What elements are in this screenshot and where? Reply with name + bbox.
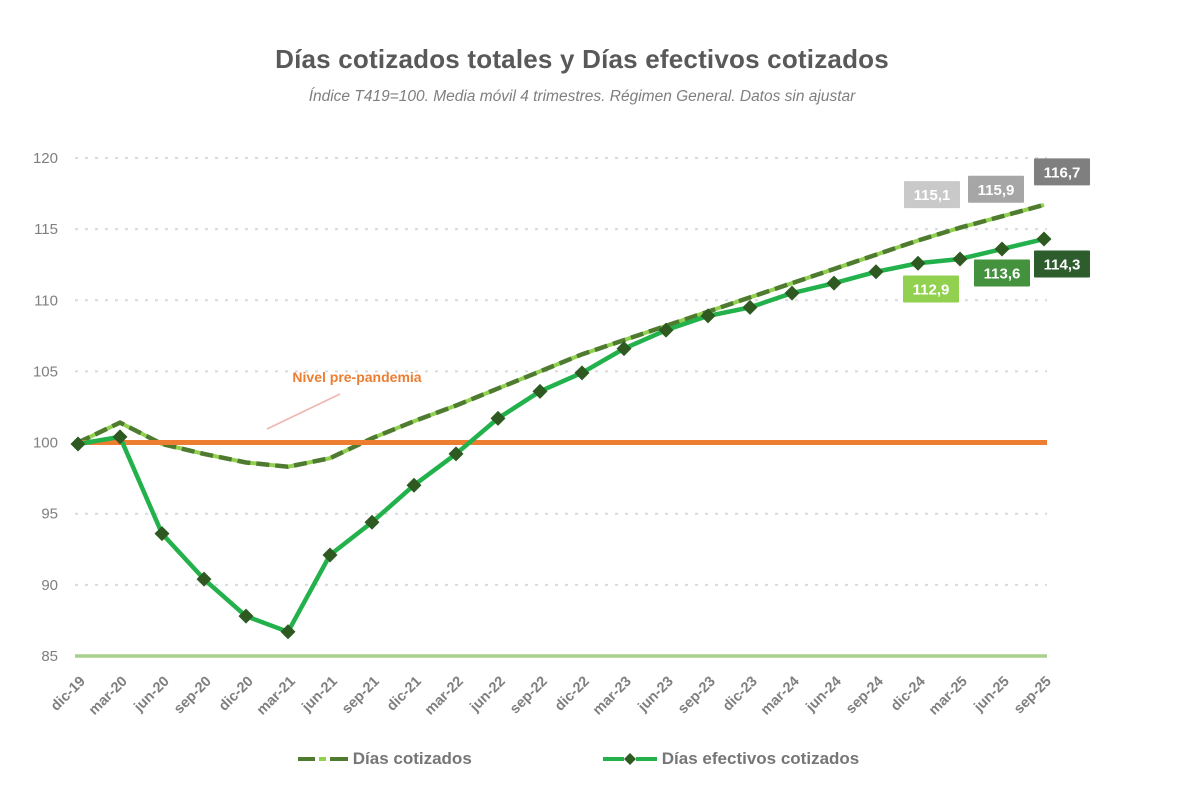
data-point-marker (826, 275, 842, 291)
data-point-marker (868, 264, 884, 280)
y-axis-tick-label: 90 (41, 577, 58, 594)
x-axis-tick-label: jun-25 (971, 674, 1013, 716)
x-axis-tick-label: dic-21 (384, 674, 425, 715)
x-axis-tick-label: sep-24 (843, 674, 887, 718)
x-axis-tick-label: mar-24 (758, 674, 803, 719)
x-axis-tick-label: dic-24 (888, 674, 929, 715)
data-point-marker (910, 255, 926, 271)
x-axis-tick-label: sep-21 (339, 674, 383, 718)
data-point-marker (658, 322, 674, 338)
x-axis-tick-label: sep-25 (1011, 674, 1055, 718)
x-axis-tick-label: dic-22 (552, 674, 593, 715)
x-axis-tick-label: sep-20 (171, 674, 215, 718)
y-axis-tick-label: 120 (33, 150, 58, 167)
chart-legend: Días cotizados Días efectivos cotizados (0, 749, 1156, 769)
x-axis-tick-label: dic-19 (48, 674, 89, 715)
series-line-dias-cotizados (77, 202, 1045, 470)
data-point-marker (742, 299, 758, 315)
data-label: 115,1 (914, 187, 951, 204)
data-point-marker (532, 383, 548, 399)
legend-label: Días efectivos cotizados (661, 749, 860, 768)
data-point-marker (406, 477, 422, 493)
data-point-marker (448, 446, 464, 462)
data-point-marker (154, 526, 170, 542)
y-axis-tick-label: 100 (33, 435, 58, 452)
data-point-marker (364, 514, 380, 530)
data-point-marker (574, 365, 590, 381)
data-label-box (1034, 250, 1090, 278)
legend-item-dias-efectivos-cotizados: Días efectivos cotizados (602, 749, 859, 769)
x-axis-tick-label: jun-21 (299, 674, 341, 716)
data-point-marker (322, 547, 338, 563)
annotation-leader-line (266, 393, 341, 430)
chart-title: Días cotizados totales y Días efectivos … (275, 44, 889, 74)
legend-label: Días cotizados (352, 749, 472, 768)
data-point-marker (280, 624, 296, 640)
data-label: 115,9 (978, 182, 1015, 199)
data-point-marker (196, 571, 212, 587)
y-axis-tick-label: 95 (41, 506, 58, 523)
x-axis-tick-label: mar-25 (926, 674, 971, 719)
y-axis-tick-label: 85 (41, 648, 58, 665)
dash-dot-line-icon (297, 757, 348, 761)
x-axis-tick-label: sep-22 (507, 674, 551, 718)
diamond-line-icon (602, 753, 657, 765)
data-point-marker (112, 429, 128, 445)
data-label-box (1034, 158, 1090, 186)
data-point-marker (238, 608, 254, 624)
data-point-marker (700, 308, 716, 324)
x-axis-tick-label: mar-23 (590, 674, 635, 719)
x-axis-tick-label: dic-23 (720, 674, 761, 715)
data-label-box (968, 175, 1024, 203)
y-axis-tick-label: 115 (34, 221, 58, 238)
x-axis-tick-label: mar-22 (422, 674, 467, 719)
data-point-marker (1036, 231, 1052, 247)
chart-subtitle: Índice T419=100. Media móvil 4 trimestre… (308, 88, 856, 105)
data-label-box (974, 259, 1030, 287)
y-axis-tick-label: 105 (33, 363, 58, 380)
x-axis-tick-label: dic-20 (216, 674, 257, 715)
annotation-pre-pandemia: Nivel pre-pandemia (292, 369, 421, 385)
data-point-marker (490, 410, 506, 426)
series-line-dias-cotizados-accent (77, 202, 1045, 469)
data-point-marker (616, 341, 632, 357)
y-axis-tick-label: 110 (34, 292, 58, 309)
x-axis-tick-label: jun-20 (131, 674, 173, 716)
data-label-box (903, 275, 959, 303)
data-label-box (904, 181, 960, 209)
data-label: 113,6 (984, 266, 1021, 283)
data-label: 112,9 (913, 281, 950, 298)
data-label: 114,3 (1044, 257, 1081, 274)
x-axis-tick-label: sep-23 (675, 674, 719, 718)
x-axis-tick-label: jun-22 (467, 674, 509, 716)
data-point-marker (952, 251, 968, 267)
x-axis-tick-label: mar-21 (254, 674, 299, 719)
data-point-marker (784, 285, 800, 301)
x-axis-tick-label: jun-24 (803, 674, 845, 716)
series-line-dias-efectivos (77, 236, 1045, 635)
x-axis-tick-label: mar-20 (86, 674, 131, 719)
data-point-marker (70, 436, 86, 452)
data-label: 116,7 (1044, 164, 1081, 181)
data-point-marker (994, 241, 1010, 257)
x-axis-tick-label: jun-23 (635, 674, 677, 716)
legend-item-dias-cotizados: Días cotizados (297, 749, 472, 769)
